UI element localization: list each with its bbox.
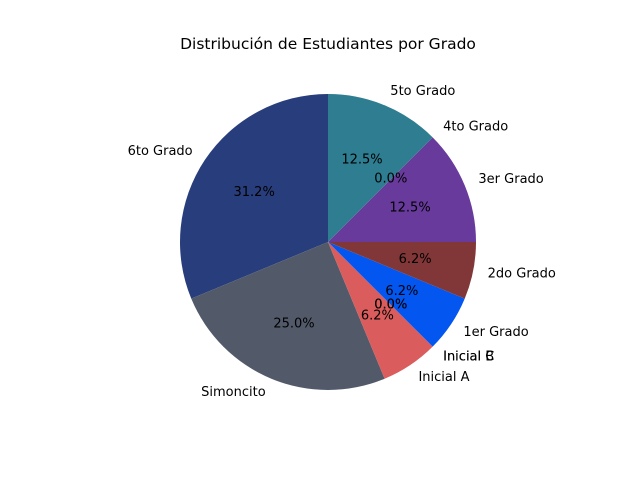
slice-percent-labels: 31.2%25.0%6.2%0.0%0.0%6.2%6.2%12.5%0.0%1… [234, 152, 432, 331]
slice-labels: 6to Grado Simoncito Inicial A Inicial BInic… [128, 84, 556, 400]
slice-1er-grado [328, 242, 465, 347]
label-2do-grado: 2do Grado [488, 266, 556, 281]
label-4to-grado: 4to Grado [443, 119, 508, 134]
percent-1er-grado: 6.2% [385, 284, 418, 299]
percent-6to-grado: 31.2% [234, 185, 275, 200]
label-6to-grado: 6to Grado [128, 144, 193, 159]
chart-title: Distribución de Estudiantes por Grado [180, 35, 476, 53]
label-3er-grado: 3er Grado [478, 172, 543, 187]
slice-inicial-a [328, 242, 433, 379]
pie-slices [180, 94, 476, 390]
slice-5to-grado [328, 94, 433, 242]
slice-6to-grado [180, 94, 328, 299]
percent-inicial-b: 0.0% [374, 297, 407, 312]
label-inicial-b: Inicial B [443, 350, 494, 365]
percent-5to-grado: 12.5% [341, 152, 382, 167]
slice-2do-grado [328, 242, 476, 299]
slice-simoncito [191, 242, 385, 390]
label-5to-grado: 5to Grado [390, 84, 455, 99]
label-simoncito: Simoncito [201, 385, 266, 400]
percent-simoncito: 25.0% [273, 317, 314, 332]
label-inicial-a: Inicial A [418, 370, 469, 385]
percent-2do-grado: 6.2% [399, 252, 432, 267]
slice-3er-grado [328, 137, 476, 242]
percent-4to-grado: 0.0% [374, 172, 407, 187]
percent-inicial-a: 6.2% [361, 308, 394, 323]
percent-inicial-c: 0.0% [374, 297, 407, 312]
label-1er-grado: 1er Grado [463, 325, 528, 340]
label-inicial-c: Inicial C [443, 350, 494, 365]
percent-3er-grado: 12.5% [389, 201, 430, 216]
